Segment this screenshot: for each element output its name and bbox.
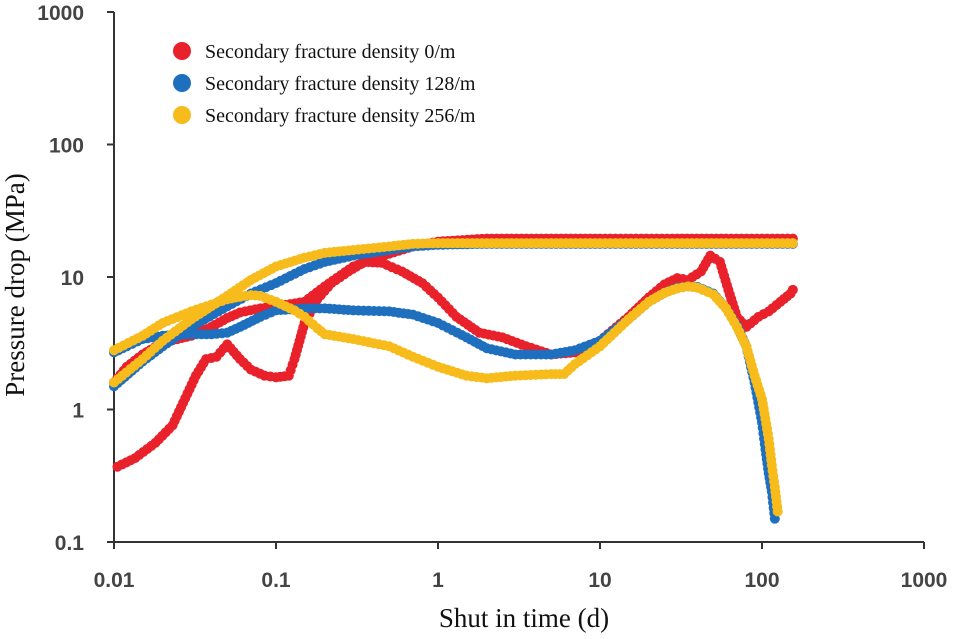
x-tick-label: 1000 xyxy=(901,569,948,592)
data-point xyxy=(787,238,798,249)
data-point xyxy=(772,506,783,517)
legend-marker xyxy=(173,74,191,92)
series-2 xyxy=(109,238,798,517)
y-tick-label: 1 xyxy=(72,400,84,423)
series-layer xyxy=(109,233,798,524)
y-tick-label: 1000 xyxy=(37,2,84,25)
x-tick-label: 100 xyxy=(744,569,779,592)
y-ticks: 0.1 1 10 100 1000 xyxy=(37,2,114,555)
x-tick-label: 10 xyxy=(588,569,611,592)
data-point xyxy=(787,284,798,295)
x-tick-label: 1 xyxy=(432,569,444,592)
x-ticks: 0.01 0.1 1 10 100 1000 xyxy=(94,542,948,592)
legend: Secondary fracture density 0/m Secondary … xyxy=(173,41,476,127)
x-axis-title: Shut in time (d) xyxy=(439,603,609,633)
y-tick-label: 10 xyxy=(61,267,84,290)
x-tick-label: 0.01 xyxy=(94,569,135,592)
legend-marker xyxy=(173,42,191,60)
y-tick-label: 100 xyxy=(49,135,84,158)
legend-marker xyxy=(173,106,191,124)
x-tick-label: 0.1 xyxy=(261,569,291,592)
y-tick-label: 0.1 xyxy=(55,532,85,555)
legend-label: Secondary fracture density 0/m xyxy=(205,41,456,63)
series-0 xyxy=(109,233,798,472)
legend-label: Secondary fracture density 256/m xyxy=(205,105,476,127)
legend-label: Secondary fracture density 128/m xyxy=(205,73,476,95)
y-axis-title: Pressure drop (MPa) xyxy=(0,173,30,396)
